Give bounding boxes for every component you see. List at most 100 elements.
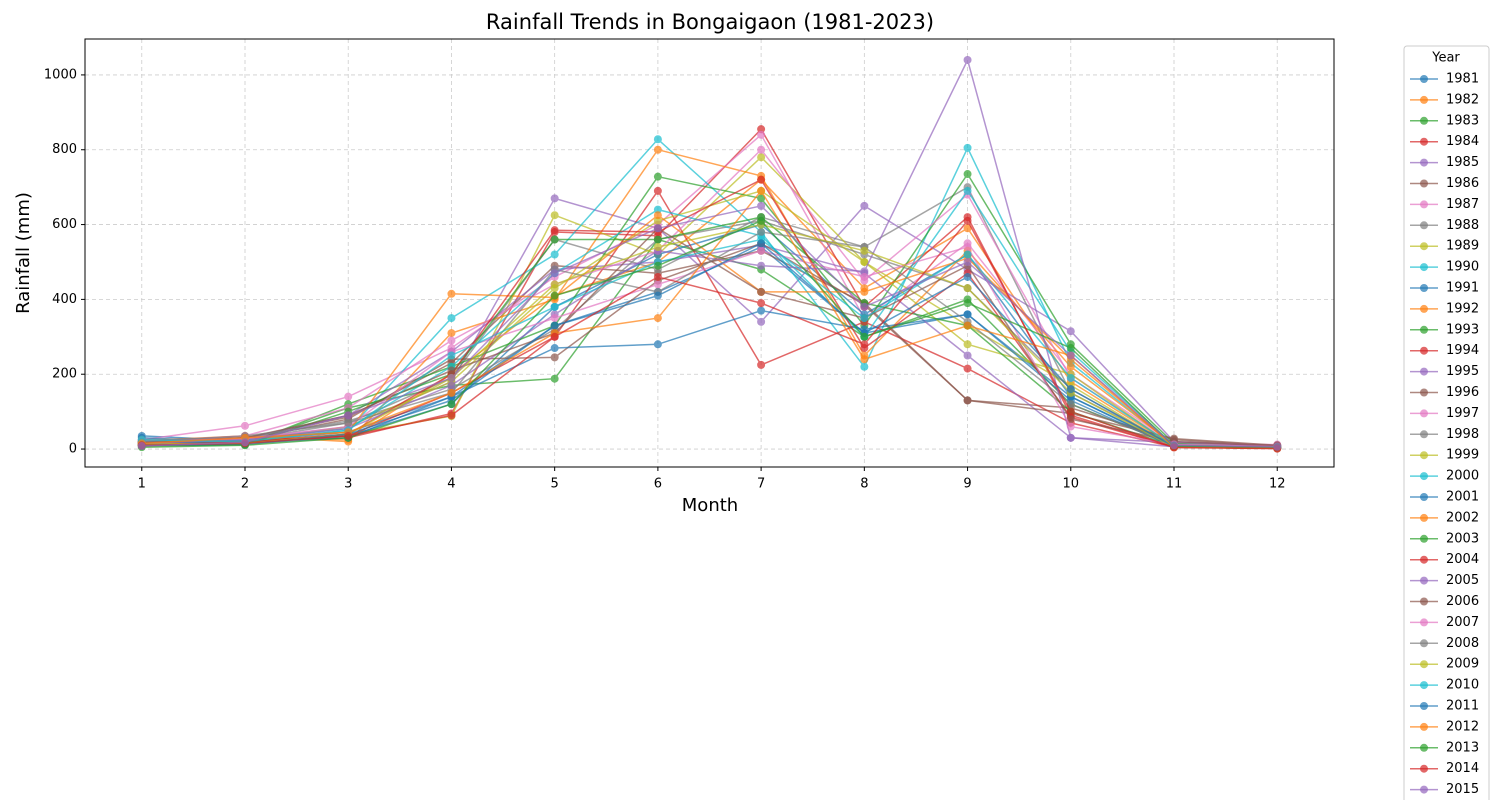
legend-item: 2010 bbox=[1410, 678, 1479, 693]
line bbox=[141, 219, 1278, 450]
marker bbox=[757, 130, 766, 139]
marker bbox=[653, 186, 662, 195]
legend-marker bbox=[1420, 75, 1428, 83]
legend-marker bbox=[1420, 451, 1428, 460]
y-tick-label: 200 bbox=[52, 367, 77, 382]
marker bbox=[963, 321, 972, 330]
legend-label: 2008 bbox=[1446, 636, 1479, 651]
marker bbox=[550, 226, 559, 235]
legend-item: 1990 bbox=[1410, 260, 1479, 275]
x-tick-label: 5 bbox=[551, 477, 559, 492]
marker bbox=[963, 310, 972, 319]
marker bbox=[447, 400, 456, 409]
legend-marker bbox=[1420, 764, 1428, 773]
line bbox=[141, 172, 1278, 448]
legend-marker bbox=[1420, 681, 1428, 690]
legend-marker bbox=[1420, 722, 1428, 731]
legend-label: 2006 bbox=[1446, 594, 1479, 609]
legend-label: 2004 bbox=[1446, 552, 1479, 567]
marker bbox=[550, 194, 559, 203]
line bbox=[141, 246, 1278, 448]
marker bbox=[963, 216, 972, 225]
legend-marker bbox=[1420, 221, 1428, 230]
marker bbox=[963, 351, 972, 360]
legend-label: 1990 bbox=[1446, 260, 1479, 275]
legend-item: 2002 bbox=[1410, 510, 1479, 525]
x-tick-label: 11 bbox=[1166, 477, 1183, 492]
legend-item: 1999 bbox=[1410, 448, 1479, 463]
line bbox=[141, 219, 1278, 448]
marker bbox=[1066, 415, 1075, 424]
marker bbox=[757, 306, 766, 315]
marker bbox=[653, 135, 662, 144]
legend-item: 1983 bbox=[1410, 113, 1479, 128]
legend-item: 1987 bbox=[1410, 197, 1479, 212]
x-tick-label: 3 bbox=[344, 477, 352, 492]
legend-marker bbox=[1420, 660, 1428, 669]
legend-marker bbox=[1420, 116, 1428, 125]
legend-marker bbox=[1420, 158, 1428, 167]
legend-item: 1981 bbox=[1410, 72, 1479, 87]
marker bbox=[757, 125, 766, 134]
legend-marker bbox=[1420, 493, 1428, 501]
legend-item: 1985 bbox=[1410, 155, 1479, 170]
legend-item: 2014 bbox=[1410, 761, 1479, 776]
legend-label: 2015 bbox=[1446, 782, 1479, 797]
y-tick-label: 600 bbox=[52, 217, 77, 232]
legend-item: 2008 bbox=[1410, 636, 1479, 651]
marker bbox=[447, 381, 456, 390]
legend-item: 1988 bbox=[1410, 218, 1479, 233]
marker bbox=[1066, 344, 1075, 353]
legend-label: 2000 bbox=[1446, 469, 1479, 484]
x-tick-label: 4 bbox=[447, 477, 455, 492]
marker bbox=[447, 314, 456, 323]
legend-item: 2005 bbox=[1410, 573, 1479, 588]
legend-marker bbox=[1420, 388, 1428, 397]
legend-marker bbox=[1420, 284, 1428, 292]
marker bbox=[550, 374, 559, 383]
legend-marker bbox=[1420, 597, 1428, 606]
legend-marker bbox=[1420, 137, 1428, 146]
marker bbox=[963, 170, 972, 179]
marker bbox=[550, 314, 559, 323]
marker bbox=[1066, 422, 1075, 431]
marker bbox=[757, 216, 766, 225]
legend-label: 2001 bbox=[1446, 490, 1479, 505]
legend-label: 2003 bbox=[1446, 531, 1479, 546]
line bbox=[141, 216, 1278, 449]
legend-label: 1994 bbox=[1446, 343, 1479, 358]
marker bbox=[653, 211, 662, 220]
legend-label: 2009 bbox=[1446, 657, 1479, 672]
x-tick-label: 12 bbox=[1269, 477, 1286, 492]
marker bbox=[757, 360, 766, 369]
marker bbox=[860, 340, 869, 349]
marker bbox=[963, 284, 972, 293]
legend-label: 1992 bbox=[1446, 301, 1479, 316]
marker bbox=[550, 291, 559, 300]
marker bbox=[550, 344, 559, 353]
legend-marker bbox=[1420, 639, 1428, 648]
marker bbox=[1066, 407, 1075, 416]
legend-item: 2000 bbox=[1410, 469, 1479, 484]
legend-marker bbox=[1420, 367, 1428, 376]
marker bbox=[757, 145, 766, 154]
line bbox=[141, 205, 1278, 448]
legend-label: 1996 bbox=[1446, 385, 1479, 400]
marker bbox=[447, 351, 456, 360]
legend-label: 1983 bbox=[1446, 113, 1479, 128]
marker bbox=[860, 267, 869, 276]
legend-label: 1997 bbox=[1446, 406, 1479, 421]
marker bbox=[860, 332, 869, 341]
line bbox=[141, 186, 1278, 448]
legend-label: 2005 bbox=[1446, 573, 1479, 588]
marker bbox=[653, 340, 662, 349]
marker bbox=[344, 418, 353, 427]
marker bbox=[963, 224, 972, 233]
marker bbox=[963, 243, 972, 252]
legend-label: 1982 bbox=[1446, 92, 1479, 107]
marker bbox=[653, 243, 662, 252]
legend-label: 1981 bbox=[1446, 72, 1479, 87]
marker bbox=[757, 261, 766, 270]
marker bbox=[1066, 373, 1075, 382]
